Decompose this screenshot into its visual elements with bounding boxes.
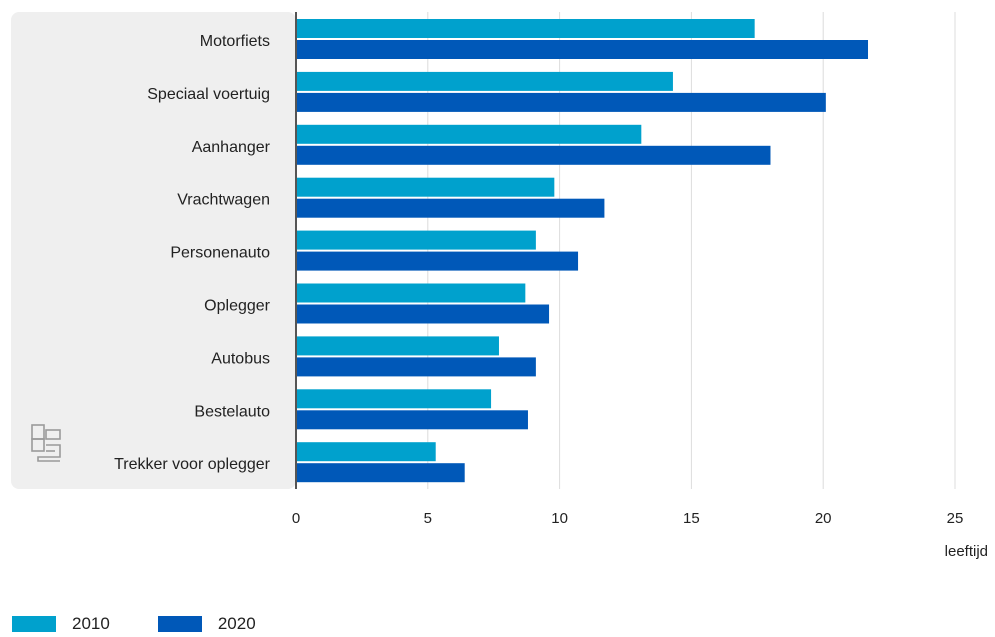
category-label: Autobus: [211, 350, 270, 367]
bar-2020: [296, 463, 465, 483]
bar-2010: [296, 230, 536, 250]
bar-2010: [296, 442, 436, 462]
legend-label-2010: 2010: [72, 614, 110, 633]
x-tick-label: 0: [292, 510, 300, 527]
category-label: Vrachtwagen: [177, 192, 270, 209]
category-label: Trekker voor oplegger: [114, 456, 271, 473]
x-tick-label: 10: [551, 510, 568, 527]
bar-2010: [296, 124, 642, 144]
bar-2020: [296, 410, 528, 430]
legend-item-2020: 2020: [157, 614, 256, 634]
x-tick-label: 25: [947, 510, 964, 527]
category-panel: [11, 12, 296, 489]
bar-2020: [296, 40, 869, 59]
bar-2020: [296, 92, 826, 112]
bar-2010: [296, 19, 755, 38]
legend-swatch-2010: [12, 616, 56, 632]
category-labels: Motorfiets Speciaal voertuig Aanhanger Vrac…: [114, 33, 271, 473]
bar-2020: [296, 198, 605, 218]
bar-2020: [296, 145, 771, 165]
category-label: Aanhanger: [192, 139, 271, 156]
legend-swatch-2020: [157, 616, 202, 632]
bar-2020: [296, 304, 550, 324]
bars: [296, 19, 869, 483]
category-label: Bestelauto: [194, 403, 270, 420]
bar-2010: [296, 389, 492, 409]
legend-item-2010: 2010: [12, 614, 110, 634]
bar-2020: [296, 251, 579, 271]
x-tick-label: 5: [424, 510, 432, 527]
bar-2010: [296, 71, 673, 91]
bar-2010: [296, 177, 555, 197]
legend-label-2020: 2020: [217, 614, 256, 633]
gridlines: [427, 12, 956, 489]
bar-chart: Motorfiets Speciaal voertuig Aanhanger Vrac…: [11, 12, 988, 560]
x-tick-label: 15: [683, 510, 700, 527]
x-tick-label: 20: [815, 510, 832, 527]
x-tick-labels: 0 5 10 15 20 25: [292, 510, 964, 527]
category-label: Speciaal voertuig: [147, 86, 270, 103]
cbs-logo-icon: [31, 424, 61, 462]
x-axis-label: leeftijd: [945, 543, 988, 560]
bar-2010: [296, 336, 499, 356]
bar-2020: [296, 357, 536, 377]
category-label: Motorfiets: [200, 33, 270, 50]
category-label: Oplegger: [204, 298, 270, 315]
category-label: Personenauto: [170, 245, 270, 262]
legend: 2010 2020: [12, 614, 256, 634]
bar-2010: [296, 283, 526, 303]
